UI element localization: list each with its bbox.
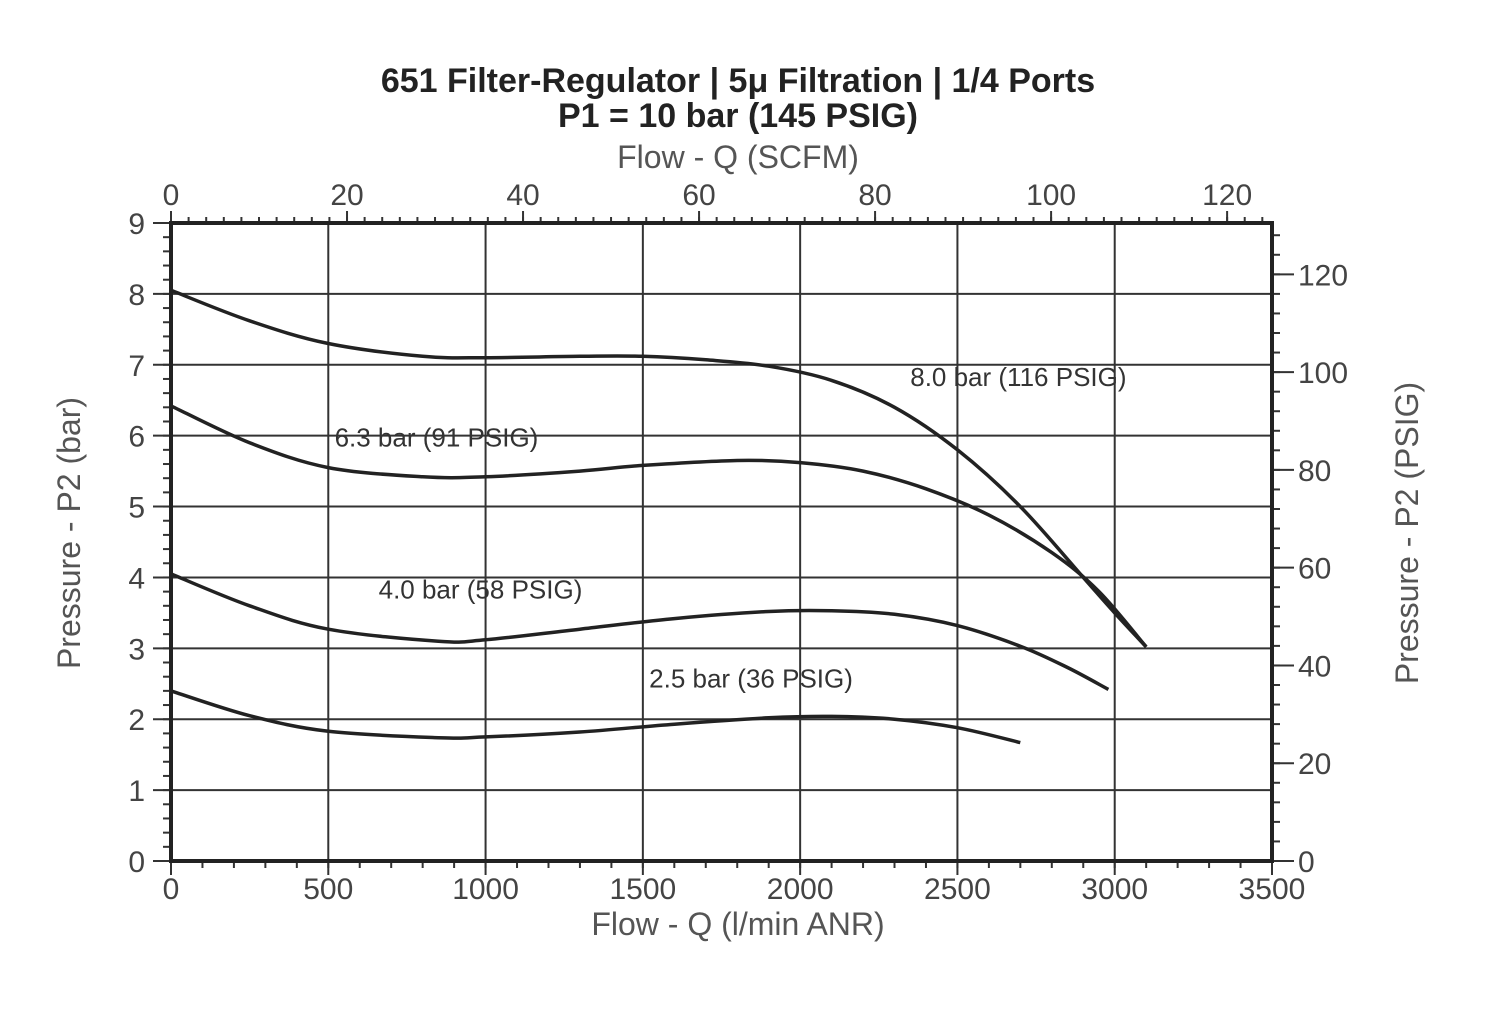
plot-frame	[169, 221, 1274, 863]
x-top-axis-title: Flow - Q (SCFM)	[617, 139, 859, 175]
x-axis-tick-label: 1500	[609, 873, 676, 906]
x-axis-tick-label: 2000	[767, 873, 834, 906]
x-axis-tick-label: 3000	[1081, 873, 1148, 906]
series-label: 6.3 bar (91 PSIG)	[335, 422, 539, 452]
x-axis-title: Flow - Q (l/min ANR)	[591, 906, 884, 942]
y-right-axis-tick-label: 0	[1298, 846, 1315, 879]
x-top-axis-tick-label: 40	[506, 179, 539, 212]
y-right-axis-title: Pressure - P2 (PSIG)	[1389, 382, 1425, 684]
x-top-axis-tick-label: 120	[1202, 179, 1252, 212]
chart-title: 651 Filter-Regulator | 5μ Filtration | 1…	[381, 62, 1095, 100]
y-axis-title: Pressure - P2 (bar)	[51, 397, 87, 669]
y-axis-tick-label: 0	[128, 846, 145, 879]
y-axis-tick-label: 7	[128, 350, 145, 383]
y-axis-tick-label: 2	[128, 704, 145, 737]
x-axis-tick-label: 3500	[1239, 873, 1306, 906]
x-axis-tick-label: 1000	[452, 873, 519, 906]
x-top-axis-tick-label: 80	[858, 179, 891, 212]
y-right-axis-tick-label: 100	[1298, 357, 1348, 390]
y-axis-tick-label: 9	[128, 208, 145, 241]
y-right-axis-tick-label: 40	[1298, 650, 1331, 683]
y-right-axis-tick-label: 20	[1298, 748, 1331, 781]
x-top-axis-tick-label: 20	[330, 179, 363, 212]
series-label: 8.0 bar (116 PSIG)	[910, 362, 1126, 392]
x-axis-tick-label: 0	[163, 873, 180, 906]
series-label: 4.0 bar (58 PSIG)	[379, 575, 583, 605]
y-axis-tick-label: 1	[128, 775, 145, 808]
x-axis-tick-label: 500	[303, 873, 353, 906]
y-axis-tick-label: 6	[128, 421, 145, 454]
x-top-axis-tick-label: 60	[682, 179, 715, 212]
curve-8-bar	[170, 288, 1148, 649]
curve-6-3-bar	[170, 404, 1148, 649]
y-axis-tick-label: 3	[128, 633, 145, 666]
series-label: 2.5 bar (36 PSIG)	[649, 663, 853, 693]
y-right-axis-tick-label: 80	[1298, 455, 1331, 488]
x-axis-tick-label: 2500	[924, 873, 991, 906]
y-right-axis-tick-label: 60	[1298, 553, 1331, 586]
y-axis-tick-label: 8	[128, 279, 145, 312]
x-top-axis-tick-label: 0	[163, 179, 180, 212]
x-top-axis-tick-label: 100	[1026, 179, 1076, 212]
chart-subtitle: P1 = 10 bar (145 PSIG)	[558, 97, 918, 135]
y-axis-tick-label: 5	[128, 492, 145, 525]
curve-2-5-bar	[170, 689, 1021, 745]
curve-4-bar	[170, 572, 1110, 691]
y-axis-tick-label: 4	[128, 562, 145, 595]
y-right-axis-tick-label: 120	[1298, 259, 1348, 292]
